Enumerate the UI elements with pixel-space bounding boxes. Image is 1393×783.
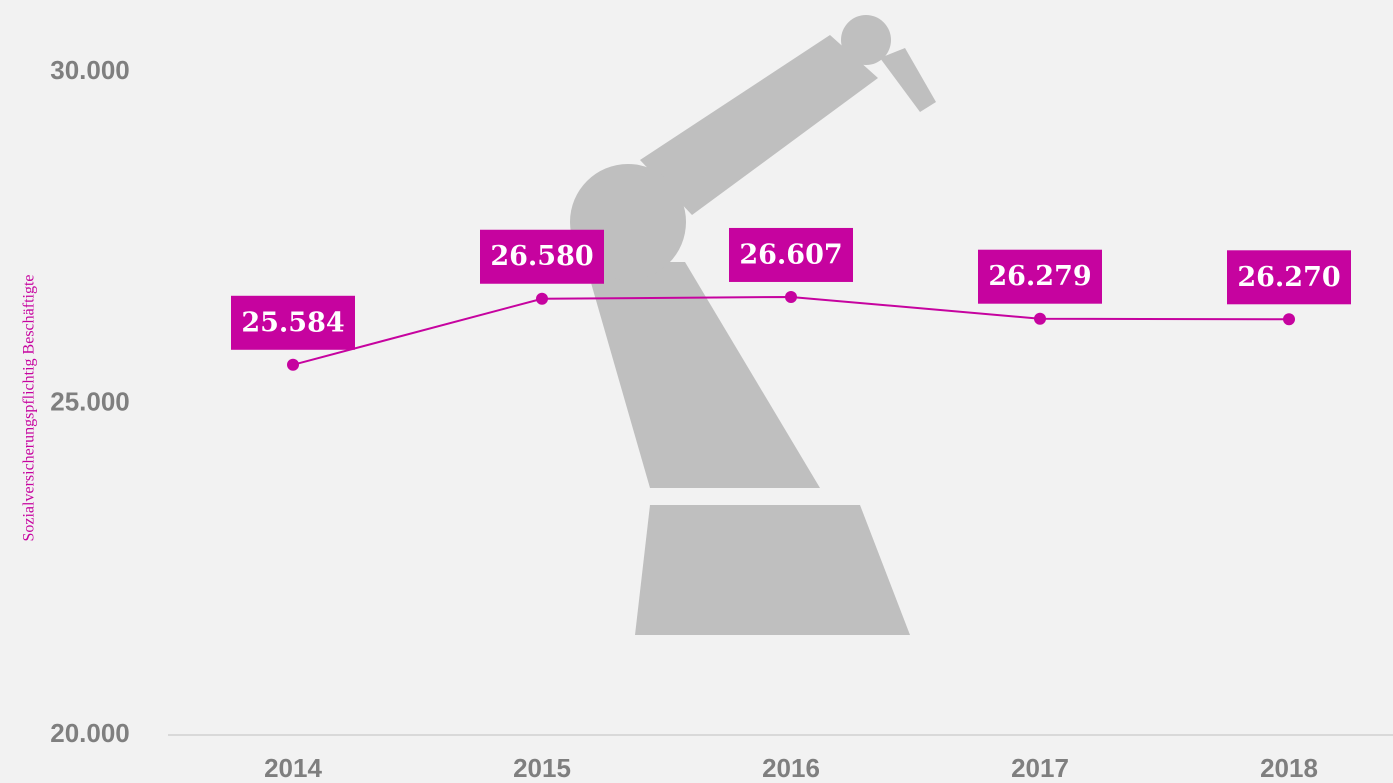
value-label: 26.580: [490, 241, 593, 272]
y-tick-label: 20.000: [50, 718, 130, 748]
point: [287, 358, 299, 371]
y-tick-label: 30.000: [50, 55, 130, 85]
robot-illustration: [570, 15, 936, 635]
point: [1283, 313, 1295, 326]
value-label: 26.607: [739, 239, 842, 270]
y-tick-label: 25.000: [50, 386, 130, 416]
line: [292, 295, 1290, 366]
value-label-box: [729, 227, 853, 282]
point: [785, 290, 797, 303]
x-tick-label: 2016: [762, 753, 820, 783]
x-tick-label: 2017: [1011, 753, 1069, 783]
value-label: 26.270: [1237, 262, 1340, 293]
value-label: 25.584: [241, 307, 344, 338]
value-label-box: [480, 229, 604, 284]
value-label-box: [1227, 250, 1351, 305]
value-label-box: [231, 295, 355, 350]
x-tick-label: 2014: [264, 753, 322, 783]
value-label-box: [978, 249, 1102, 304]
value-label: 26.279: [988, 261, 1091, 292]
x-tick-label: 2015: [513, 753, 571, 783]
x-tick-label: 2018: [1260, 753, 1318, 783]
point: [536, 292, 548, 305]
point: [1034, 312, 1046, 325]
y-axis-label: Sozialversicherungspflichtig Beschäftigt…: [21, 274, 38, 541]
